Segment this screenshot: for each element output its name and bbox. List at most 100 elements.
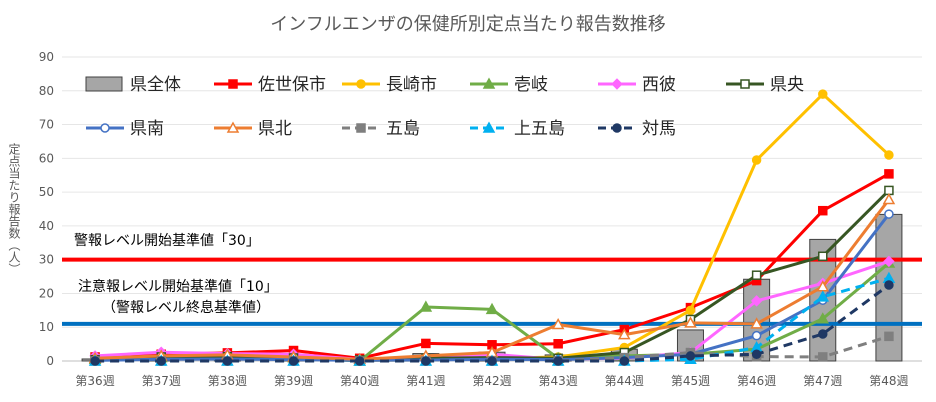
legend-label: 五島 xyxy=(386,119,420,139)
point-対馬-第39週 xyxy=(288,356,299,366)
x-tick-label: 第42週 xyxy=(472,374,511,388)
legend-item-壱岐: 壱岐 xyxy=(470,75,548,95)
x-tick-label: 第45週 xyxy=(671,374,710,388)
point-五島-第48週 xyxy=(884,331,894,342)
y-axis-label: 定点当たり報告数（人） xyxy=(7,142,21,275)
point-西彼-第46週 xyxy=(750,295,763,307)
point-西彼-第48週 xyxy=(883,255,895,268)
legend-marker xyxy=(482,121,496,133)
point-佐世保市-第43週 xyxy=(553,339,563,349)
y-tick-label: 70 xyxy=(39,118,54,132)
point-対馬-第37週 xyxy=(156,356,166,366)
point-対馬-第43週 xyxy=(553,356,563,366)
point-壱岐-第42週 xyxy=(485,302,499,315)
legend-marker xyxy=(611,78,623,90)
x-tick-label: 第38週 xyxy=(208,374,247,388)
y-tick-label: 20 xyxy=(39,286,54,300)
legend-item-西彼: 西彼 xyxy=(598,75,676,95)
legend-label: 対馬 xyxy=(642,119,676,139)
y-tick-label: 0 xyxy=(46,354,54,368)
x-tick-label: 第40週 xyxy=(340,374,379,388)
legend-label: 壱岐 xyxy=(514,75,548,95)
reference-label: （警報レベル終息基準値） xyxy=(102,299,270,316)
point-対馬-第47週 xyxy=(818,329,828,339)
point-壱岐-第41週 xyxy=(419,300,433,312)
x-tick-label: 第48週 xyxy=(869,374,908,388)
y-tick-label: 50 xyxy=(39,185,54,199)
legend-item-長崎市: 長崎市 xyxy=(342,75,437,95)
legend-label: 県南 xyxy=(130,119,164,139)
y-tick-label: 10 xyxy=(39,320,54,334)
reference-labels: 警報レベル開始基準値「30」注意報レベル開始基準値「10」 （警報レベル終息基準値… xyxy=(74,232,278,316)
legend-marker xyxy=(612,123,622,133)
legend-label: 佐世保市 xyxy=(258,75,326,95)
x-tick-label: 第37週 xyxy=(142,374,181,388)
series-対馬 xyxy=(90,280,894,366)
series-県央 xyxy=(90,185,894,365)
point-対馬-第44週 xyxy=(619,356,630,366)
point-県北-第43週 xyxy=(551,317,565,330)
point-県北-第44週 xyxy=(618,328,631,340)
legend-item-県北: 県北 xyxy=(214,119,292,139)
legend-label: 県央 xyxy=(770,75,804,95)
legend-marker xyxy=(356,123,366,133)
y-tick-label: 90 xyxy=(39,50,54,64)
legend-label: 県北 xyxy=(258,119,292,139)
point-佐世保市-第48週 xyxy=(884,169,894,179)
legend-item-県南: 県南 xyxy=(86,119,164,139)
legend-marker xyxy=(228,79,238,89)
x-tick-label: 第36週 xyxy=(75,374,114,388)
point-対馬-第41週 xyxy=(421,356,431,366)
point-五島-第47週 xyxy=(818,352,828,362)
legend-item-佐世保市: 佐世保市 xyxy=(214,75,326,95)
point-対馬-第40週 xyxy=(354,356,365,366)
legend-item-上五島: 上五島 xyxy=(470,119,565,139)
legend-marker xyxy=(482,77,496,89)
point-対馬-第36週 xyxy=(90,356,100,366)
x-tick-label: 第47週 xyxy=(803,374,842,388)
point-県央-第46週 xyxy=(751,270,762,280)
point-県北-第48週 xyxy=(882,192,896,205)
point-佐世保市-第41週 xyxy=(421,338,431,349)
legend-label: 上五島 xyxy=(514,119,565,139)
y-tick-label: 40 xyxy=(39,219,54,233)
legend-marker xyxy=(226,121,240,133)
x-tick-label: 第46週 xyxy=(737,374,776,388)
point-上五島-第47週 xyxy=(816,290,830,302)
point-対馬-第38週 xyxy=(222,356,233,366)
x-tick-label: 第41週 xyxy=(406,374,445,388)
legend-label: 県全体 xyxy=(130,75,181,95)
legend-label: 長崎市 xyxy=(386,75,437,95)
point-県央-第47週 xyxy=(818,251,828,262)
legend-item-県央: 県央 xyxy=(726,75,804,95)
point-対馬-第46週 xyxy=(751,349,762,359)
legend-marker xyxy=(356,79,366,89)
legend-item-五島: 五島 xyxy=(342,119,420,139)
chart-title: インフルエンザの保健所別定点当たり報告数推移 xyxy=(270,14,665,35)
reference-label: 警報レベル開始基準値「30」 xyxy=(74,232,260,249)
point-対馬-第45週 xyxy=(685,351,696,361)
x-tick-label: 第44週 xyxy=(605,374,644,388)
y-tick-label: 30 xyxy=(39,253,54,267)
y-tick-label: 80 xyxy=(39,84,54,98)
point-対馬-第48週 xyxy=(884,280,894,290)
x-axis-ticks: 第36週 第37週 第38週 第39週 第40週 第41週 第42週 第43週 第44週 第45週… xyxy=(75,374,908,388)
line-series xyxy=(88,89,896,366)
y-axis-ticks: 0 10 20 30 40 50 60 70 80 90 xyxy=(39,50,54,368)
y-tick-label: 60 xyxy=(39,151,54,165)
point-県北-第46週 xyxy=(750,317,763,329)
legend-marker xyxy=(740,79,750,89)
point-長崎市-第48週 xyxy=(884,150,894,160)
point-県南-第46週 xyxy=(751,330,762,341)
y-axis-title: 定点当たり報告数（人） xyxy=(7,142,21,275)
point-対馬-第42週 xyxy=(487,356,497,366)
legend-marker xyxy=(100,123,110,133)
x-tick-label: 第39週 xyxy=(274,374,313,388)
legend-label: 西彼 xyxy=(642,75,676,95)
point-県北-第45週 xyxy=(684,316,697,328)
point-佐世保市-第47週 xyxy=(818,205,828,216)
point-長崎市-第46週 xyxy=(751,155,762,165)
legend-swatch xyxy=(85,76,123,92)
